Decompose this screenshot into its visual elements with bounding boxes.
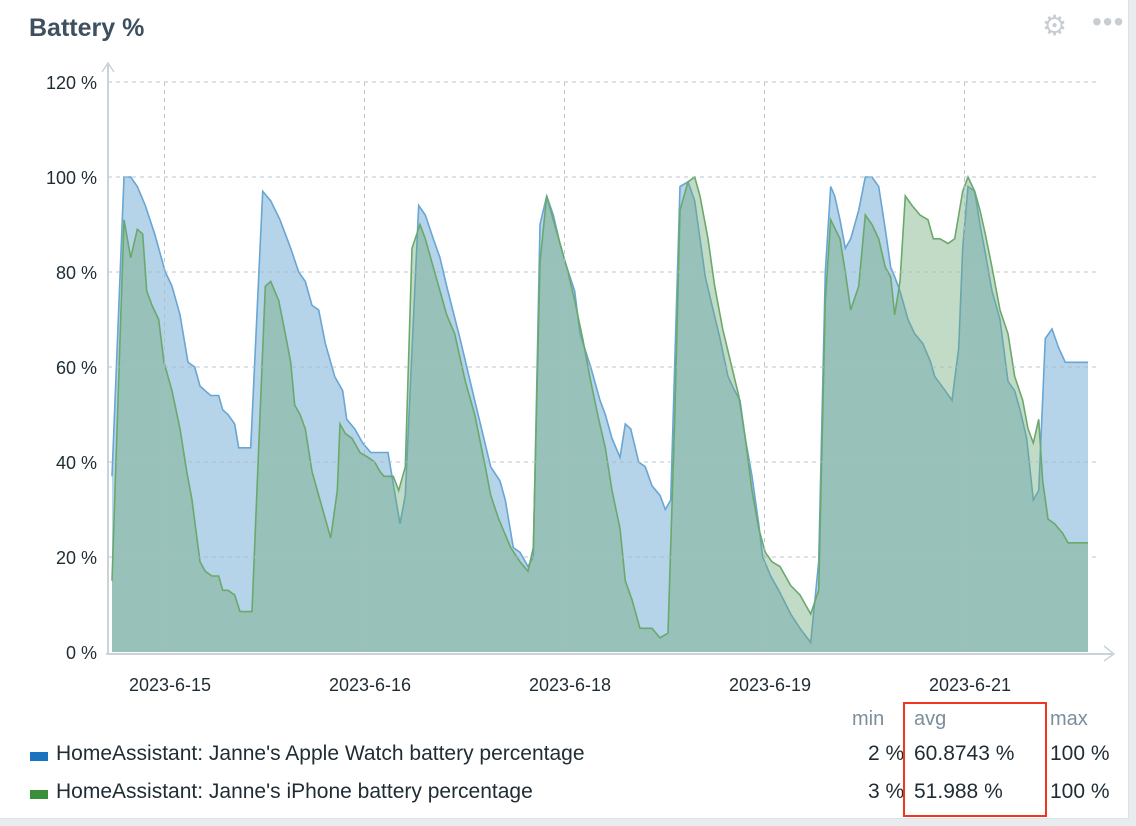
series-min: 3 % (868, 780, 905, 803)
x-axis-arrow (1103, 645, 1116, 662)
series-name: HomeAssistant: Janne's Apple Watch batte… (56, 742, 585, 765)
battery-chart: 0 % 20 % 40 % 60 % 80 % 100 % 120 % 2023-6-15 20… (46, 61, 1116, 695)
legend-header-avg: avg (914, 708, 947, 730)
avg-highlight-box (903, 702, 1047, 817)
gear-icon[interactable]: ⚙ (1042, 10, 1068, 41)
legend-row-apple-watch: HomeAssistant: Janne's Apple Watch batte… (0, 742, 1128, 772)
series-color-swatch (30, 790, 48, 799)
y-tick-label: 20 % (56, 548, 97, 568)
legend-row-iphone: HomeAssistant: Janne's iPhone battery pe… (0, 780, 1128, 810)
y-tick-label: 100 % (46, 168, 97, 188)
y-tick-label: 120 % (46, 73, 97, 93)
series-line-1 (111, 174, 1088, 639)
x-tick-label: 2023-6-21 (929, 675, 1011, 695)
x-tick-label: 2023-6-18 (529, 675, 611, 695)
y-tick-label: 60 % (56, 358, 97, 378)
legend-header-min: min (852, 708, 885, 730)
series-line-0 (111, 176, 1088, 645)
ellipsis-icon[interactable]: ••• (1092, 6, 1125, 37)
series-color-swatch (30, 752, 48, 761)
series-avg: 51.988 % (914, 780, 1003, 803)
x-tick-label: 2023-6-19 (729, 675, 811, 695)
y-tick-label: 40 % (56, 453, 97, 473)
widget-title: Battery % (29, 14, 145, 42)
series-area-1 (112, 177, 1088, 652)
series-min: 2 % (868, 742, 905, 765)
y-tick-label: 0 % (66, 643, 97, 663)
y-tick-label: 80 % (56, 263, 97, 283)
series-avg: 60.8743 % (914, 742, 1015, 765)
series-max: 100 % (1050, 742, 1110, 765)
y-axis-arrow (101, 61, 115, 73)
series-area-0 (112, 177, 1088, 652)
x-tick-label: 2023-6-15 (129, 675, 211, 695)
series-name: HomeAssistant: Janne's iPhone battery pe… (56, 780, 533, 803)
legend-header-max: max (1050, 708, 1088, 730)
series-max: 100 % (1050, 780, 1110, 803)
x-tick-label: 2023-6-16 (329, 675, 411, 695)
